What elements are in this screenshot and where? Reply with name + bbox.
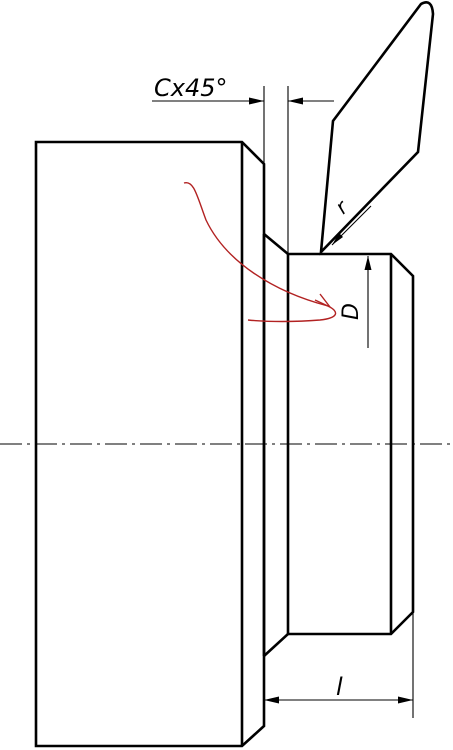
diameter-dimension: D bbox=[339, 256, 372, 348]
diameter-label: D bbox=[339, 303, 364, 320]
radius-label: r bbox=[330, 194, 353, 219]
chamfer-dimension: Cx45° bbox=[152, 74, 334, 254]
length-label: l bbox=[336, 673, 343, 701]
large-shaft-section bbox=[34, 140, 266, 748]
red-hand-annotation bbox=[183, 182, 337, 323]
neck-section bbox=[262, 233, 289, 657]
chamfer-label: Cx45° bbox=[154, 74, 228, 102]
length-dimension: l bbox=[264, 612, 414, 718]
cutting-tool bbox=[319, 1, 435, 256]
